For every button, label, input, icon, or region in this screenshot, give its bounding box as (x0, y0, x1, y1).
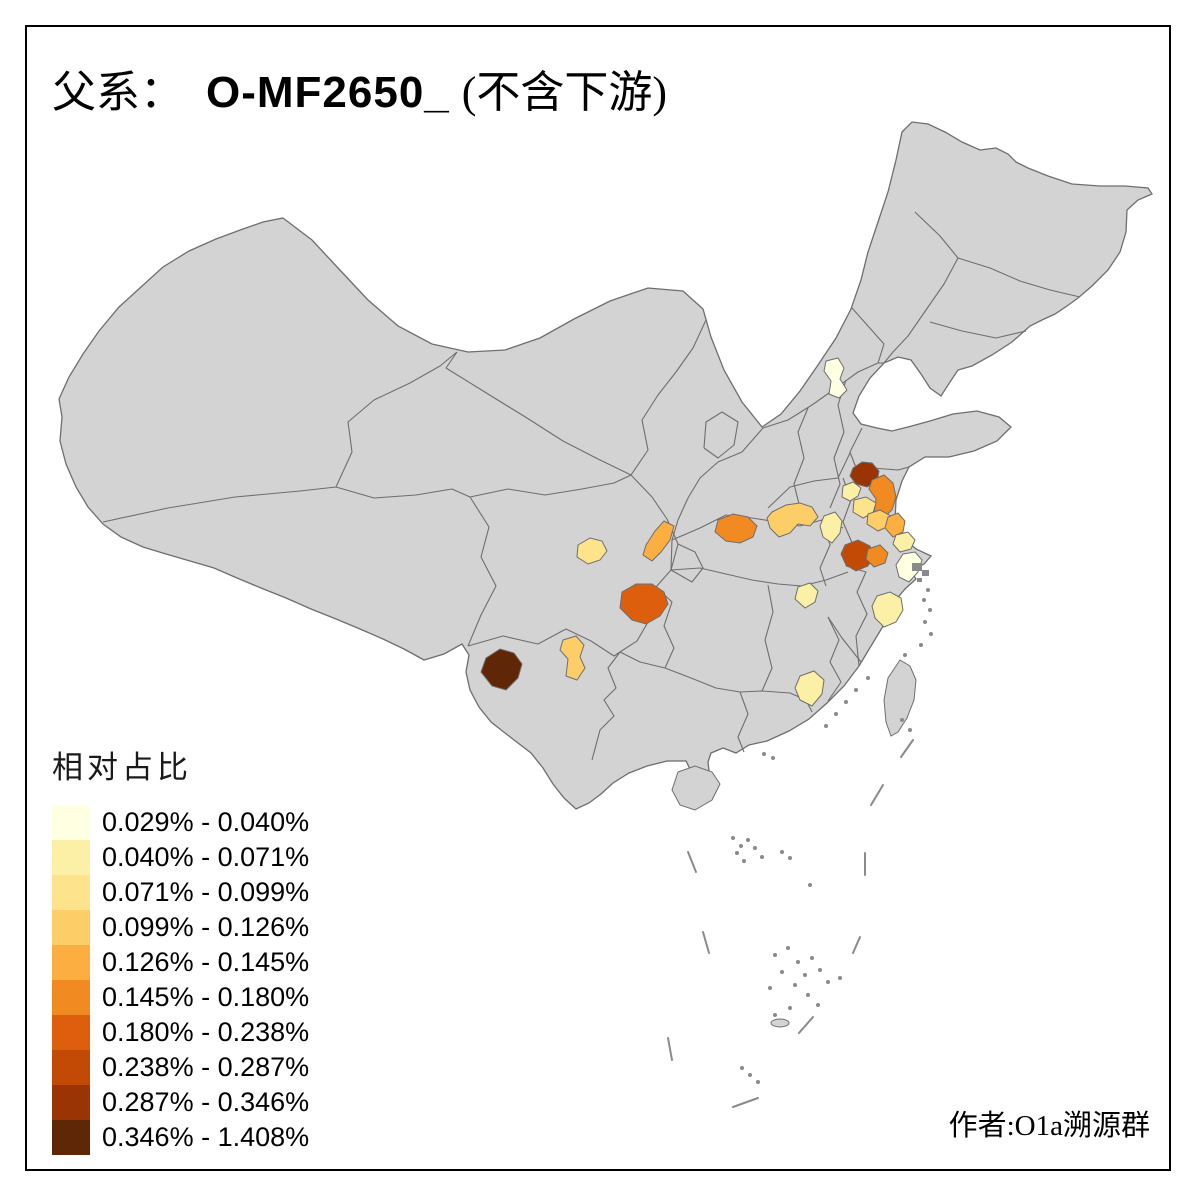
legend-label: 0.029% - 0.040% (102, 807, 310, 837)
legend-swatch (52, 1085, 90, 1120)
title-prefix: 父系： (52, 68, 184, 117)
region-meizhou (794, 670, 825, 707)
legend-label: 0.346% - 1.408% (102, 1122, 310, 1152)
region-west-yunnan (480, 648, 523, 691)
legend-row: 0.238% - 0.287% (52, 1050, 309, 1085)
region-shanghai-hangzhou (895, 551, 923, 583)
legend-label: 0.071% - 0.099% (102, 877, 310, 907)
region-zhenjiang-changzhou (865, 544, 889, 568)
mainland-landmass (58, 121, 1153, 810)
region-chengdu (576, 537, 608, 565)
region-zhengzhou-pingdingshan (766, 502, 819, 538)
legend-label: 0.287% - 0.346% (102, 1087, 310, 1117)
taiwan-island (883, 659, 917, 737)
legend-row: 0.099% - 0.126% (52, 910, 309, 945)
legend-rows: 0.029% - 0.040% 0.040% - 0.071% 0.071% - 0… (52, 805, 309, 1155)
legend-swatch (52, 840, 90, 875)
hainan-island (671, 765, 721, 811)
legend-swatch (52, 805, 90, 840)
legend-row: 0.040% - 0.071% (52, 840, 309, 875)
legend-label: 0.099% - 0.126% (102, 912, 310, 942)
highlighted-regions (480, 357, 923, 707)
legend-swatch (52, 1120, 90, 1155)
region-xinyang-fuyang (819, 511, 843, 544)
legend-row: 0.180% - 0.238% (52, 1015, 309, 1050)
province-borders (102, 211, 1081, 761)
legend-row: 0.126% - 0.145% (52, 945, 309, 980)
islands (667, 563, 933, 1108)
legend-swatch (52, 1050, 90, 1085)
legend-title: 相对占比 (52, 750, 192, 785)
legend: 相对占比 0.029% - 0.040% 0.040% - 0.071% 0.071… (52, 742, 309, 1155)
region-suzhou-coast (892, 531, 916, 553)
region-suqian (841, 481, 862, 502)
region-wuhan-area (794, 582, 819, 609)
china-mainland (58, 121, 1153, 810)
title-suffix: (不含下游) (461, 68, 668, 117)
legend-swatch (52, 1015, 90, 1050)
south-china-sea-islets (667, 739, 914, 1108)
region-kunming (559, 635, 586, 681)
legend-row: 0.287% - 0.346% (52, 1085, 309, 1120)
legend-row: 0.029% - 0.040% (52, 805, 309, 840)
region-nantong (884, 512, 906, 538)
author-credit: 作者:O1a溯源群 (948, 1110, 1150, 1142)
legend-swatch (52, 910, 90, 945)
title-lineage-code: O-MF2650_ (206, 68, 450, 117)
legend-swatch (52, 875, 90, 910)
legend-label: 0.040% - 0.071% (102, 842, 310, 872)
legend-label: 0.145% - 0.180% (102, 982, 310, 1012)
region-xiangyang (714, 513, 758, 544)
region-zunyi (619, 583, 669, 625)
legend-label: 0.126% - 0.145% (102, 947, 310, 977)
legend-swatch (52, 945, 90, 980)
coastal-islets (762, 563, 933, 760)
region-tianjin-area (823, 357, 848, 399)
legend-row: 0.071% - 0.099% (52, 875, 309, 910)
region-hanzhong-longnan (642, 520, 675, 562)
legend-row: 0.145% - 0.180% (52, 980, 309, 1015)
map-title: 父系： O-MF2650_ (不含下游) (52, 56, 667, 120)
legend-label: 0.238% - 0.287% (102, 1052, 310, 1082)
region-jinhua-shaoxing (871, 591, 904, 628)
legend-row: 0.346% - 1.408% (52, 1120, 309, 1155)
legend-swatch (52, 980, 90, 1015)
region-nanjing-chuzhou (840, 539, 875, 572)
legend-label: 0.180% - 0.238% (102, 1017, 310, 1047)
